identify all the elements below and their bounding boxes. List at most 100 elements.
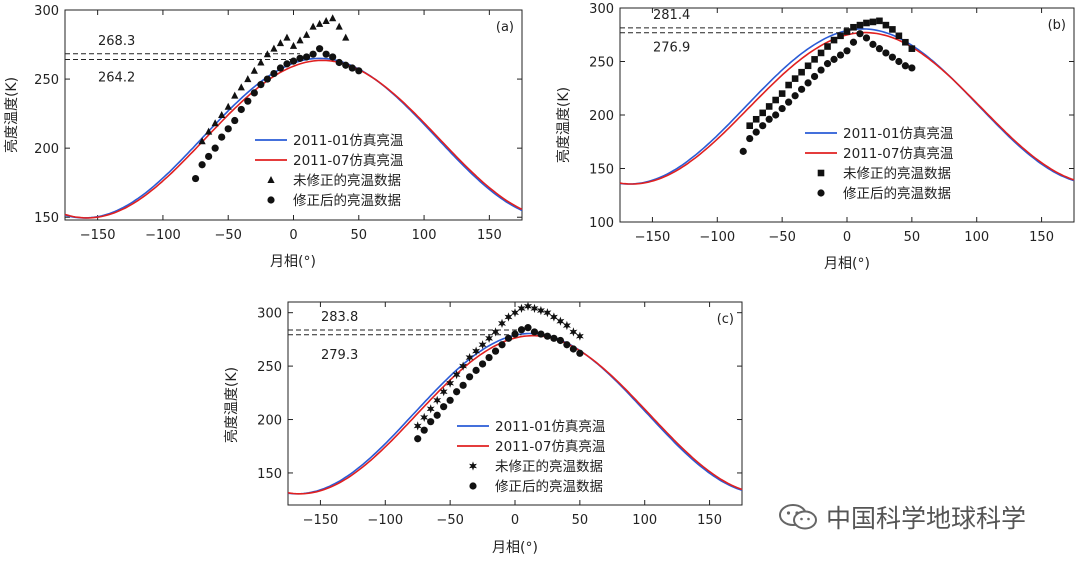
data-point bbox=[472, 366, 480, 374]
data-point bbox=[257, 58, 265, 66]
x-tick-label: −100 bbox=[699, 230, 735, 245]
data-point bbox=[420, 412, 429, 422]
data-point bbox=[798, 85, 806, 93]
data-point bbox=[439, 387, 448, 397]
data-point bbox=[875, 45, 884, 53]
data-point bbox=[218, 133, 226, 141]
data-point bbox=[231, 116, 239, 125]
data-point bbox=[420, 426, 428, 434]
data-point bbox=[276, 39, 285, 47]
y-tick-label: 150 bbox=[257, 467, 282, 482]
panel-label: (a) bbox=[496, 20, 514, 35]
data-point bbox=[810, 72, 819, 81]
x-tick-label: −50 bbox=[214, 228, 241, 243]
data-point bbox=[446, 396, 454, 404]
data-point bbox=[889, 26, 896, 33]
data-point bbox=[485, 333, 493, 343]
x-tick-label: 150 bbox=[1029, 230, 1054, 245]
data-point bbox=[459, 361, 468, 371]
x-tick-label: −50 bbox=[768, 230, 795, 245]
data-point bbox=[250, 66, 258, 74]
x-tick-label: 100 bbox=[412, 228, 437, 243]
data-point bbox=[433, 411, 441, 419]
data-point bbox=[348, 64, 356, 72]
x-tick-label: 100 bbox=[632, 513, 657, 528]
data-point bbox=[316, 19, 324, 27]
data-point bbox=[901, 62, 909, 70]
reference-value-label: 264.2 bbox=[98, 70, 135, 85]
data-point bbox=[856, 30, 864, 38]
data-point bbox=[413, 421, 422, 431]
data-point bbox=[342, 33, 350, 41]
data-point bbox=[817, 49, 825, 57]
x-axis-label: 月相(°) bbox=[270, 254, 316, 270]
data-point bbox=[778, 90, 786, 97]
data-point bbox=[576, 349, 584, 357]
legend-marker bbox=[469, 482, 477, 490]
data-point bbox=[465, 353, 474, 363]
data-point bbox=[498, 318, 506, 328]
data-point bbox=[270, 44, 278, 52]
data-point bbox=[895, 57, 903, 66]
data-point bbox=[850, 23, 857, 31]
data-point bbox=[355, 67, 363, 75]
x-tick-label: 100 bbox=[964, 230, 989, 245]
data-point bbox=[296, 36, 304, 44]
data-point bbox=[530, 328, 539, 336]
data-point bbox=[752, 115, 760, 123]
reference-value-label: 283.8 bbox=[321, 310, 358, 325]
y-tick-label: 200 bbox=[257, 414, 282, 429]
x-tick-label: 0 bbox=[289, 228, 297, 243]
data-point bbox=[504, 334, 513, 342]
data-point bbox=[824, 43, 831, 50]
legend-label: 修正后的亮温数据 bbox=[843, 185, 951, 202]
data-point bbox=[863, 19, 870, 27]
data-point bbox=[511, 308, 519, 318]
y-tick-label: 150 bbox=[589, 163, 614, 178]
x-tick-label: −50 bbox=[436, 513, 463, 528]
data-point bbox=[869, 18, 877, 26]
data-point bbox=[849, 38, 858, 46]
data-point bbox=[329, 14, 337, 22]
data-point bbox=[569, 327, 578, 337]
legend-marker bbox=[817, 169, 825, 177]
data-point bbox=[335, 58, 343, 67]
y-tick-label: 150 bbox=[34, 211, 59, 226]
legend-label: 2011-01仿真亮温 bbox=[293, 132, 403, 149]
legend-label: 2011-07仿真亮温 bbox=[843, 145, 953, 162]
y-axis-label: 亮度温度(K) bbox=[3, 77, 20, 153]
y-tick-label: 200 bbox=[589, 109, 614, 124]
data-point bbox=[498, 341, 506, 349]
legend-label: 2011-01仿真亮温 bbox=[843, 125, 953, 142]
data-point bbox=[309, 22, 317, 30]
data-point bbox=[543, 308, 552, 318]
data-point bbox=[478, 340, 487, 350]
data-point bbox=[837, 32, 844, 40]
data-point bbox=[485, 353, 493, 362]
data-point bbox=[414, 435, 422, 443]
series-line-2 bbox=[619, 31, 1075, 185]
data-point bbox=[426, 404, 435, 414]
data-point bbox=[543, 332, 552, 340]
data-point bbox=[433, 395, 442, 405]
watermark: 中国科学地球科学 bbox=[776, 500, 1076, 534]
y-tick-label: 200 bbox=[34, 142, 59, 157]
legend-label: 未修正的亮温数据 bbox=[495, 458, 603, 475]
x-tick-label: −100 bbox=[367, 513, 403, 528]
data-point bbox=[882, 49, 890, 57]
data-point bbox=[231, 91, 239, 99]
data-point bbox=[296, 54, 304, 62]
data-point bbox=[759, 122, 767, 130]
legend-label: 2011-07仿真亮温 bbox=[293, 152, 403, 169]
data-point bbox=[563, 341, 571, 349]
data-point bbox=[530, 303, 539, 313]
data-point bbox=[778, 104, 786, 113]
data-point bbox=[466, 373, 474, 381]
data-point bbox=[283, 33, 291, 41]
data-point bbox=[218, 111, 226, 118]
data-point bbox=[791, 75, 799, 82]
data-point bbox=[244, 97, 252, 105]
